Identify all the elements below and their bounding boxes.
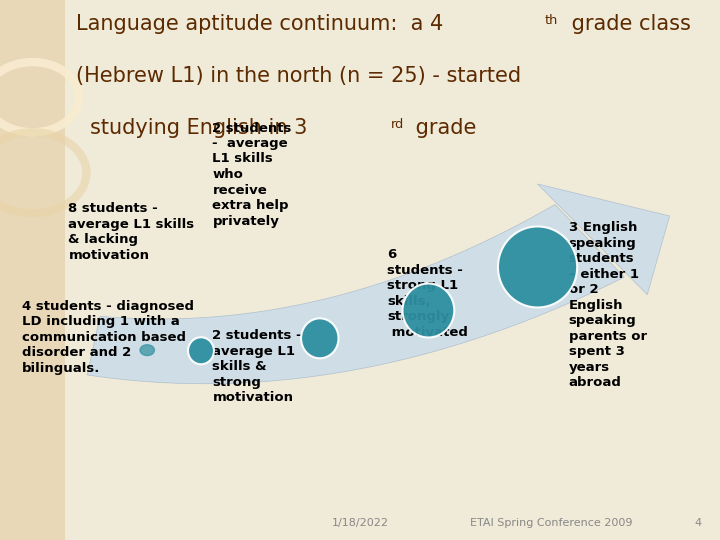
Text: (Hebrew L1) in the north (n = 25) - started: (Hebrew L1) in the north (n = 25) - star… xyxy=(76,66,521,86)
Circle shape xyxy=(140,345,154,355)
Text: 4 students - diagnosed
LD including 1 with a
communication based
disorder and 2
: 4 students - diagnosed LD including 1 wi… xyxy=(22,300,194,375)
Text: Language aptitude continuum:  a 4: Language aptitude continuum: a 4 xyxy=(76,14,443,33)
Polygon shape xyxy=(538,184,670,295)
Text: 6
students -
strong L1
skills,
strongly
 motivated: 6 students - strong L1 skills, strongly … xyxy=(387,248,468,339)
Ellipse shape xyxy=(188,338,214,364)
Text: studying English in 3: studying English in 3 xyxy=(90,118,307,138)
Ellipse shape xyxy=(498,226,577,307)
Text: 1/18/2022: 1/18/2022 xyxy=(331,518,389,528)
Ellipse shape xyxy=(301,319,338,359)
Text: grade: grade xyxy=(409,118,477,138)
Text: 2 students
-  average
L1 skills
who
receive
extra help
privately: 2 students - average L1 skills who recei… xyxy=(212,122,292,227)
Bar xyxy=(0,0,65,540)
Text: grade class: grade class xyxy=(565,14,691,33)
Ellipse shape xyxy=(402,284,454,338)
Polygon shape xyxy=(87,205,624,384)
Text: 4: 4 xyxy=(695,518,702,528)
Text: rd: rd xyxy=(391,118,404,131)
Text: 3 English
speaking
students
– either 1
or 2
English
speaking
parents or
spent 3
: 3 English speaking students – either 1 o… xyxy=(569,221,647,389)
Text: 8 students -
average L1 skills
& lacking
motivation: 8 students - average L1 skills & lacking… xyxy=(68,202,194,262)
Text: th: th xyxy=(545,14,559,26)
Text: 2 students -
average L1
skills &
strong
motivation: 2 students - average L1 skills & strong … xyxy=(212,329,302,404)
Text: ETAI Spring Conference 2009: ETAI Spring Conference 2009 xyxy=(469,518,632,528)
